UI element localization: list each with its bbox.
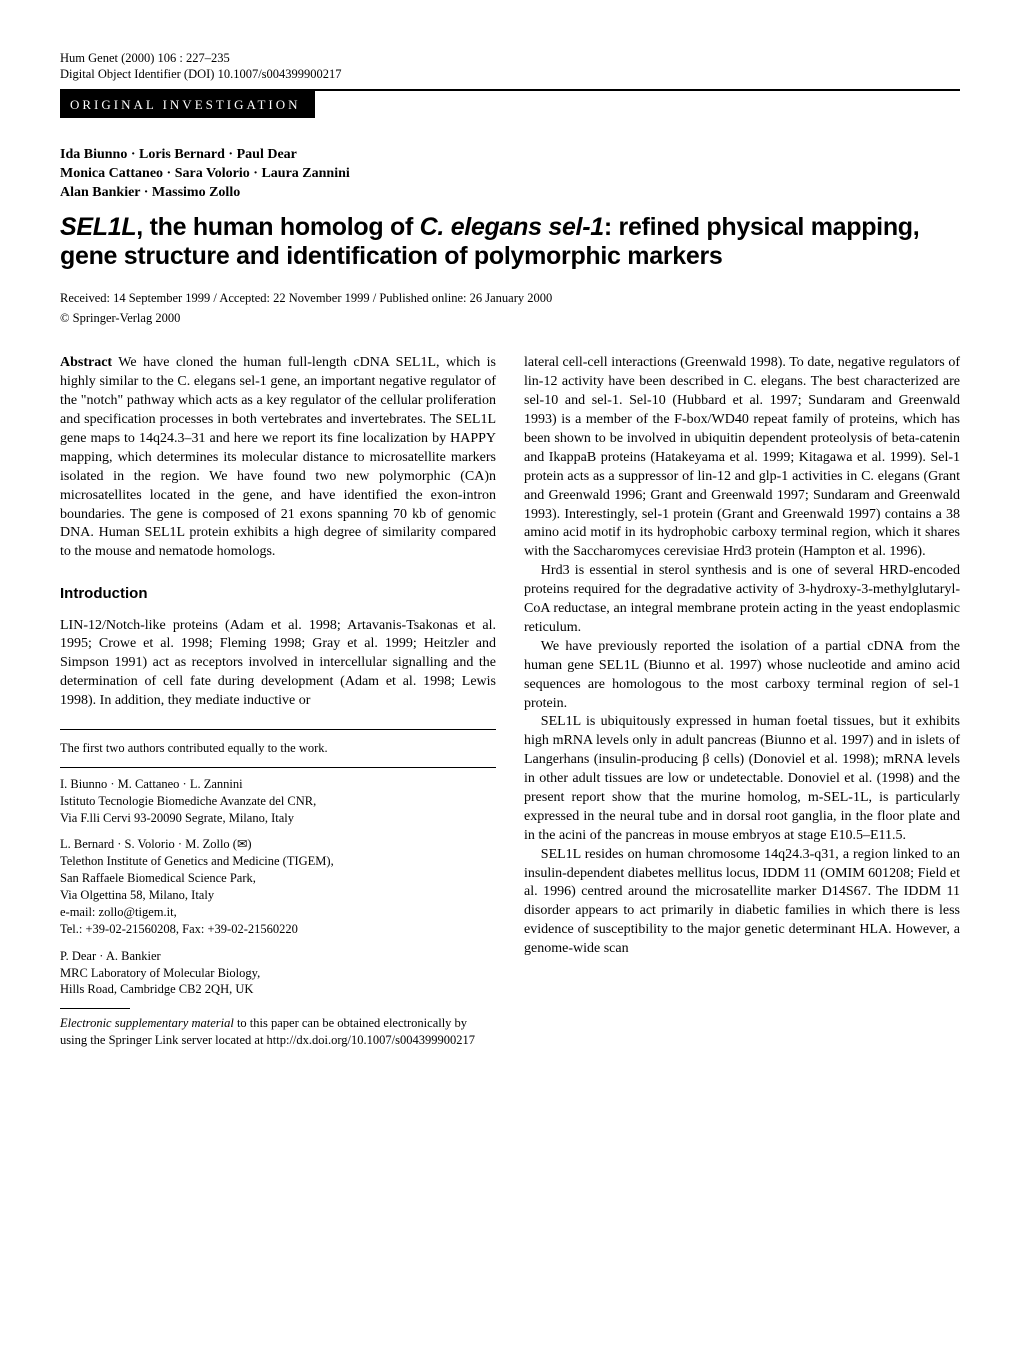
received-line: Received: 14 September 1999 / Accepted: … [60, 290, 960, 307]
right-p4: SEL1L is ubiquitously expressed in human… [524, 713, 960, 845]
right-p3: We have previously reported the isolatio… [524, 638, 960, 714]
doi-line: Digital Object Identifier (DOI) 10.1007/… [60, 66, 960, 82]
footnotes-block: The first two authors contributed equall… [60, 740, 496, 1049]
footnote-rule-2 [60, 767, 496, 768]
abstract-text: We have cloned the human full-length cDN… [60, 355, 496, 559]
affiliation-3: P. Dear · A. Bankier MRC Laboratory of M… [60, 948, 496, 999]
right-p1: lateral cell-cell interactions (Greenwal… [524, 354, 960, 562]
article-title: SEL1L, the human homolog of C. elegans s… [60, 213, 960, 272]
left-column: Abstract We have cloned the human full-l… [60, 354, 496, 1059]
aff2-line2: San Raffaele Biomedical Science Park, [60, 870, 496, 887]
journal-header: Hum Genet (2000) 106 : 227–235 Digital O… [60, 50, 960, 83]
copyright-line: © Springer-Verlag 2000 [60, 310, 960, 327]
right-p5: SEL1L resides on human chromosome 14q24.… [524, 846, 960, 959]
aff3-line1: MRC Laboratory of Molecular Biology, [60, 965, 496, 982]
title-part-1: SEL1L [60, 213, 136, 241]
aff1-line2: Via F.lli Cervi 93-20090 Segrate, Milano… [60, 810, 496, 827]
journal-line: Hum Genet (2000) 106 : 227–235 [60, 50, 960, 66]
footnote-rule-1 [60, 729, 496, 730]
authors-line-1: Ida Biunno · Loris Bernard · Paul Dear [60, 146, 960, 165]
affiliation-2: L. Bernard · S. Volorio · M. Zollo (✉) T… [60, 836, 496, 937]
affiliation-1: I. Biunno · M. Cattaneo · L. Zannini Ist… [60, 776, 496, 827]
esm-label: Electronic supplementary material [60, 1016, 234, 1030]
aff3-line2: Hills Road, Cambridge CB2 2QH, UK [60, 981, 496, 998]
esm-note: Electronic supplementary material to thi… [60, 1015, 496, 1049]
section-band: ORIGINAL INVESTIGATION [60, 91, 315, 119]
title-part-3: C. elegans sel-1 [420, 213, 604, 241]
introduction-heading: Introduction [60, 584, 496, 604]
authors-line-2: Monica Cattaneo · Sara Volorio · Laura Z… [60, 165, 960, 184]
equal-contribution-note: The first two authors contributed equall… [60, 740, 496, 757]
short-rule [60, 1008, 130, 1009]
aff1-names: I. Biunno · M. Cattaneo · L. Zannini [60, 776, 496, 793]
authors-block: Ida Biunno · Loris Bernard · Paul Dear M… [60, 146, 960, 203]
aff2-line4: e-mail: zollo@tigem.it, [60, 904, 496, 921]
authors-line-3: Alan Bankier · Massimo Zollo [60, 184, 960, 203]
title-part-2: , the human homolog of [136, 213, 419, 241]
aff2-line1: Telethon Institute of Genetics and Medic… [60, 853, 496, 870]
right-column: lateral cell-cell interactions (Greenwal… [524, 354, 960, 1059]
abstract-paragraph: Abstract We have cloned the human full-l… [60, 354, 496, 562]
aff1-line1: Istituto Tecnologie Biomediche Avanzate … [60, 793, 496, 810]
abstract-label: Abstract [60, 355, 112, 370]
aff2-line5: Tel.: +39-02-21560208, Fax: +39-02-21560… [60, 921, 496, 938]
two-column-layout: Abstract We have cloned the human full-l… [60, 354, 960, 1059]
aff2-names: L. Bernard · S. Volorio · M. Zollo (✉) [60, 836, 496, 853]
right-p2: Hrd3 is essential in sterol synthesis an… [524, 562, 960, 638]
intro-paragraph: LIN-12/Notch-like proteins (Adam et al. … [60, 617, 496, 711]
aff3-names: P. Dear · A. Bankier [60, 948, 496, 965]
aff2-line3: Via Olgettina 58, Milano, Italy [60, 887, 496, 904]
